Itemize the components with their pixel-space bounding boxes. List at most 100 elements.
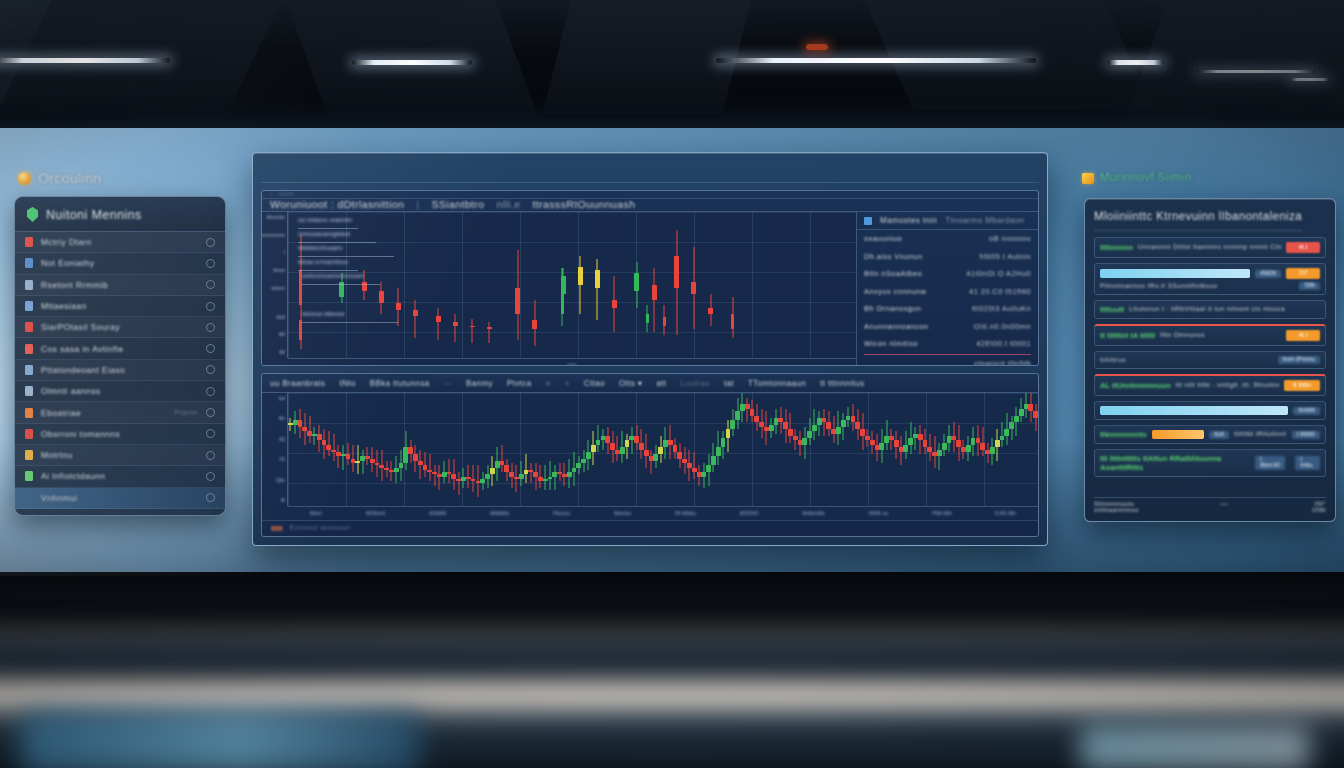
candle-wick	[471, 318, 473, 344]
top-panel-body: Mxxxiin xnnnnnnnnnnn i tivoo ntnnn tfsti tttt t…	[262, 212, 1038, 366]
news-item-8[interactable]: ttt ttttnttttts ttAttun RRatbhtuunna Aoa…	[1094, 449, 1326, 477]
news-chip[interactable]: tnon tPnnnu	[1277, 356, 1320, 364]
legend-underline	[298, 228, 358, 229]
axis-tick: tfsti	[276, 314, 285, 321]
toolbar-item-14[interactable]: tt tttnnnitus	[820, 378, 865, 388]
toolbar-item-2[interactable]: BBka ttutunnsa	[369, 378, 430, 388]
sidebar-item-2[interactable]: Rsetont Rrmmib	[15, 275, 225, 296]
sidebar-item-4[interactable]: SiarPOtasil Souray	[15, 317, 225, 339]
breadcrumb[interactable]: › Ooni	[262, 191, 1038, 199]
news-item-6[interactable]: ttntttttt	[1094, 401, 1326, 420]
news-text: Unnannnn Dtttst ttannnns nnnnnp nnnnt Ct…	[1137, 244, 1281, 251]
news-item-5[interactable]: AL ttUnntnnnnnuun ttt nttt tttbt - nnttgt…	[1094, 374, 1326, 396]
trading-window[interactable]: › Ooni Woruniuoot : dDtrlasnittion | SSi…	[252, 152, 1048, 546]
alert-circle-icon[interactable]	[206, 280, 215, 290]
candle	[1033, 393, 1038, 506]
sidebar-item-6[interactable]: Pttatondeoant Eiaso	[15, 360, 225, 382]
toolbar-item-5[interactable]: Ptvtca	[506, 378, 532, 388]
news-footer: Sttnnnnnuuiu ○○ tSt° vvttnaannnnuu t2tbt	[1094, 497, 1326, 514]
bottom-candlestick-chart[interactable]: tut ttn tQ tS Qtn 4t tttmn ttiOttont AStitiitt t…	[262, 393, 1038, 520]
candle	[651, 212, 657, 358]
news-subchip[interactable]: Stfb	[1299, 282, 1320, 290]
toolbar-item-9[interactable]: Otts ▾	[619, 378, 643, 388]
faded-icon[interactable]	[206, 386, 215, 396]
shield-icon	[27, 207, 38, 222]
news-row: ttttnnnnn Unnannnn Dtttst ttannnns nnnnnp…	[1100, 242, 1320, 253]
toolbar-item-10[interactable]: att	[656, 378, 667, 388]
y-axis: Mxxxiin xnnnnnnnnnnn i tivoo ntnnn tfsti tttt t…	[262, 212, 288, 358]
warning-icon[interactable]	[206, 365, 215, 375]
candle-body	[634, 273, 640, 291]
news-item-3[interactable]: tt t0tttnt tA t000 tNn Otnnunos 4t t	[1094, 324, 1326, 346]
circle-outline-icon[interactable]	[206, 408, 215, 418]
legend-underline	[298, 242, 376, 243]
toolbar-item-4[interactable]: Banmy	[466, 378, 493, 388]
system-menu-sidebar[interactable]: Nuitoni Mennins Mctriy Dtarn Not Eoniathy…	[14, 196, 226, 516]
sidebar-item-1[interactable]: Not Eoniathy	[15, 253, 225, 275]
candle	[361, 212, 367, 358]
status-badge[interactable]: 4t.t	[1286, 242, 1320, 253]
sidebar-item-8[interactable]: Eboatriae Ptanm	[15, 402, 225, 424]
news-item-1[interactable]: 45tDtt 7t7 Pttnotinannoo tRo.tt SSunntftst…	[1094, 263, 1326, 295]
news-item-list[interactable]: ttttnnnnn Unnannnn Dtttst ttannnns nnnnnp…	[1094, 237, 1326, 477]
candle-series	[288, 212, 856, 358]
stats-value: oB inoooou	[989, 234, 1031, 244]
toolbar-item-0[interactable]: uu Braanbrats	[270, 378, 326, 388]
circle-outline-icon[interactable]	[206, 258, 215, 268]
stats-key: Anvyus cnnnunw	[864, 286, 927, 296]
chart-toolbar[interactable]: uu Braanbrats tNto BBka ttutunnsa — Banmy Ptv…	[262, 374, 1038, 393]
red-badge-icon[interactable]	[206, 471, 215, 481]
toolbar-item-11[interactable]: Luutras	[680, 378, 710, 388]
toolbar-item-13[interactable]: TTomtonnaaun	[748, 378, 807, 388]
top-chart-panel[interactable]: › Ooni Woruniuoot : dDtrlasnittion | SSi…	[261, 190, 1039, 366]
bottom-chart-panel[interactable]: uu Braanbrats tNto BBka ttutunnsa — Banmy Ptv…	[261, 373, 1039, 537]
status-badge[interactable]: tt tttttn	[1283, 380, 1320, 391]
sidebar-item-0[interactable]: Mctriy Dtarn	[15, 232, 225, 254]
stats-row: Anvyus cnnnunw 41 20.C0 t51ft60	[857, 283, 1038, 301]
item-icon	[25, 364, 33, 375]
candle-wick	[414, 299, 416, 338]
circle-outline-icon[interactable]	[206, 322, 215, 332]
news-item-7[interactable]: tNnnnnnnnts ttutt ttttttbt tRttuttnnt Enne…	[1094, 425, 1326, 444]
toolbar-item-3[interactable]: —	[443, 378, 453, 388]
stats-row: Anunnannoancon t2iti.n0.0n00mn	[857, 318, 1038, 336]
news-chip[interactable]: t ttttttt0	[1291, 430, 1321, 439]
status-badge[interactable]: 4t t	[1286, 330, 1320, 341]
sidebar-item-5[interactable]: Cos sasa in Avtinfte	[15, 338, 225, 360]
top-candlestick-chart[interactable]: Mxxxiin xnnnnnnnnnnn i tivoo ntnnn tfsti tttt t…	[262, 212, 856, 365]
shield-outline-icon[interactable]	[206, 237, 215, 247]
sidebar-item-7[interactable]: Olmnti aannss	[15, 381, 225, 403]
sidebar-item-3[interactable]: Mttaesiaan	[15, 296, 225, 318]
news-item-0[interactable]: ttttnnnnn Unnannnn Dtttst ttannnns nnnnnp…	[1094, 237, 1326, 258]
sidebar-item-9[interactable]: Obsrroni tomannns	[15, 424, 225, 445]
market-stats-table[interactable]: Mamostes tnin Ttnoarmo Mbardaon oxauuniu…	[856, 212, 1038, 366]
circle-outline-icon[interactable]	[206, 429, 215, 439]
candle-wick	[520, 460, 522, 486]
folder-icon[interactable]	[206, 301, 215, 311]
sidebar-item-list[interactable]: Mctriy Dtarn Not Eoniathy Rsetont Rrmmib Mt…	[15, 232, 225, 509]
subtitle-1: SSiantbtro	[431, 199, 485, 211]
status-badge[interactable]: 7t7	[1286, 268, 1320, 279]
toolbar-item-1[interactable]: tNto	[339, 378, 356, 388]
sidebar-item-12[interactable]: Vnhnmui	[15, 487, 225, 509]
sidebar-item-10[interactable]: Motrtnu	[15, 445, 225, 467]
green-check-icon[interactable]	[206, 450, 215, 460]
news-feed-panel[interactable]: Mloiiniinttc Ktrnevuinn lIbanontaleniza …	[1084, 198, 1336, 522]
chart-footer: tt0t Ecnnnut annnuun	[262, 520, 1038, 536]
news-item-2[interactable]: ttttuutt Lttutonun t : ttRbVtttaal tt tun…	[1094, 300, 1326, 319]
toolbar-item-6[interactable]: ○	[545, 378, 551, 388]
ceiling-light	[352, 60, 472, 65]
stats-row: Dh.aiss Vnunun h5t05 t Autnin	[857, 248, 1038, 266]
stats-value: ctnanicit t0n5tb	[974, 358, 1031, 366]
sidebar-item-11[interactable]: Ai lnfiotctdaunn	[15, 466, 225, 488]
sidebar-item-value: Ptanm	[174, 408, 198, 418]
news-item-4[interactable]: ttAittruo tnon tPnnnu	[1094, 351, 1326, 369]
stats-row: Bttn nSoaAtbeo 41t0nOi O A2Hu0	[857, 265, 1038, 283]
news-panel-label: Murinnovf Siimin	[1082, 172, 1191, 184]
info-circle-icon[interactable]	[206, 344, 215, 354]
toolbar-item-8[interactable]: Cttao	[583, 378, 605, 388]
toolbar-item-7[interactable]: ≡	[564, 378, 570, 388]
gold-gear-icon[interactable]	[206, 493, 215, 503]
toolbar-item-12[interactable]: tat	[723, 378, 735, 388]
news-chip[interactable]: t tnttu.	[1295, 456, 1320, 470]
